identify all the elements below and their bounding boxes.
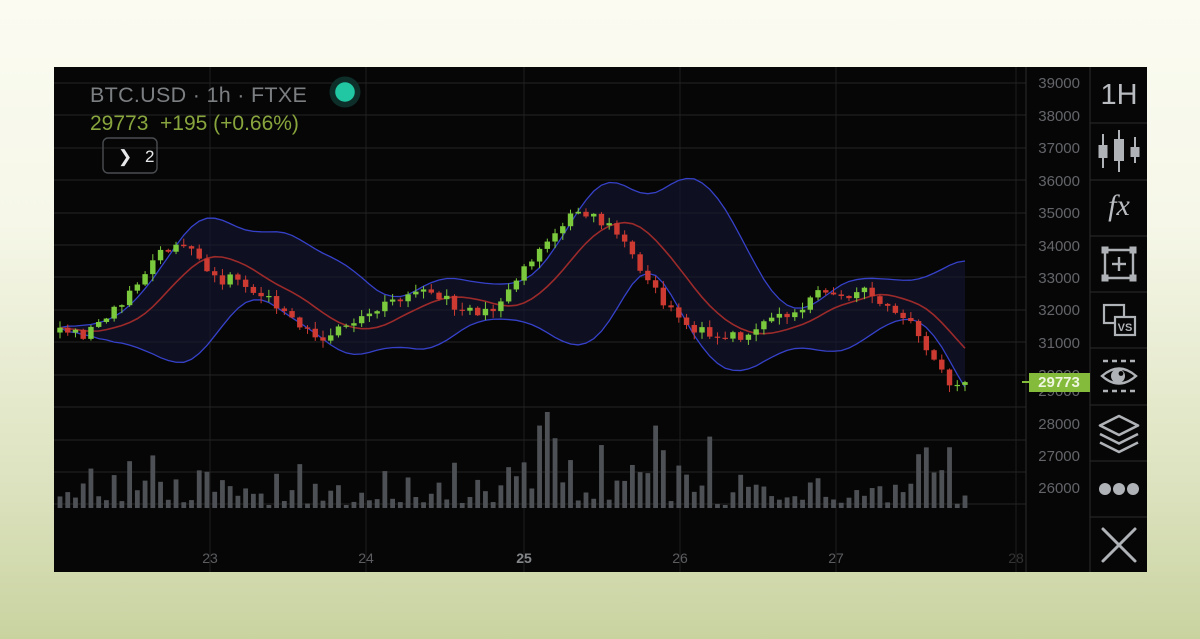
svg-text:24: 24 [358,550,374,566]
svg-text:26000: 26000 [1038,480,1080,497]
svg-text:38000: 38000 [1038,108,1080,125]
svg-text:25: 25 [516,550,532,566]
svg-text:28000: 28000 [1038,416,1080,433]
svg-text:VS: VS [1118,322,1133,334]
svg-text:fx: fx [1108,189,1130,222]
svg-text:36000: 36000 [1038,173,1080,190]
svg-text:32000: 32000 [1038,302,1080,319]
svg-text:27000: 27000 [1038,448,1080,465]
svg-text:❯: ❯ [118,147,132,167]
svg-text:29773: 29773 [1038,374,1080,391]
svg-text:1H: 1H [1100,79,1137,111]
svg-text:+195 (+0.66%): +195 (+0.66%) [160,112,299,135]
svg-text:26: 26 [672,550,688,566]
svg-text:33000: 33000 [1038,270,1080,287]
svg-text:35000: 35000 [1038,205,1080,222]
svg-text:23: 23 [202,550,218,566]
svg-text:2: 2 [145,147,154,166]
svg-text:37000: 37000 [1038,140,1080,157]
svg-text:27: 27 [828,550,844,566]
svg-text:34000: 34000 [1038,238,1080,255]
svg-text:31000: 31000 [1038,335,1080,352]
svg-text:BTC.USD · 1h · FTXE: BTC.USD · 1h · FTXE [90,83,307,107]
svg-text:29773: 29773 [90,112,148,135]
svg-text:39000: 39000 [1038,75,1080,92]
svg-text:28: 28 [1008,550,1024,566]
